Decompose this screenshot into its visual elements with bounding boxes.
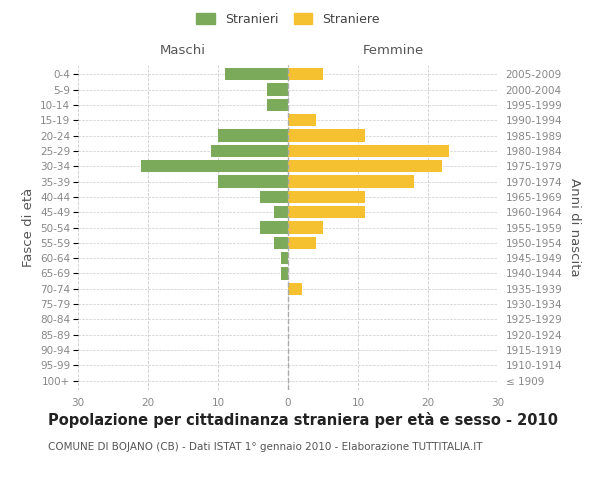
Bar	[288, 282, 302, 295]
Bar	[211, 144, 288, 157]
Bar	[267, 98, 288, 111]
Text: Femmine: Femmine	[362, 44, 424, 57]
Bar	[288, 222, 323, 234]
Bar	[260, 222, 288, 234]
Bar	[281, 252, 288, 264]
Bar	[260, 190, 288, 203]
Bar	[225, 68, 288, 80]
Bar	[274, 206, 288, 218]
Bar	[218, 130, 288, 141]
Legend: Stranieri, Straniere: Stranieri, Straniere	[193, 9, 383, 29]
Bar	[281, 268, 288, 280]
Text: COMUNE DI BOJANO (CB) - Dati ISTAT 1° gennaio 2010 - Elaborazione TUTTITALIA.IT: COMUNE DI BOJANO (CB) - Dati ISTAT 1° ge…	[48, 442, 482, 452]
Y-axis label: Anni di nascita: Anni di nascita	[568, 178, 581, 277]
Bar	[288, 68, 323, 80]
Bar	[288, 206, 365, 218]
Bar	[288, 176, 414, 188]
Text: Maschi: Maschi	[160, 44, 206, 57]
Bar	[218, 176, 288, 188]
Bar	[288, 130, 365, 141]
Bar	[141, 160, 288, 172]
Bar	[288, 236, 316, 249]
Bar	[288, 114, 316, 126]
Bar	[288, 144, 449, 157]
Bar	[288, 190, 365, 203]
Bar	[274, 236, 288, 249]
Y-axis label: Fasce di età: Fasce di età	[22, 188, 35, 267]
Bar	[288, 160, 442, 172]
Text: Popolazione per cittadinanza straniera per età e sesso - 2010: Popolazione per cittadinanza straniera p…	[48, 412, 558, 428]
Bar	[267, 84, 288, 96]
